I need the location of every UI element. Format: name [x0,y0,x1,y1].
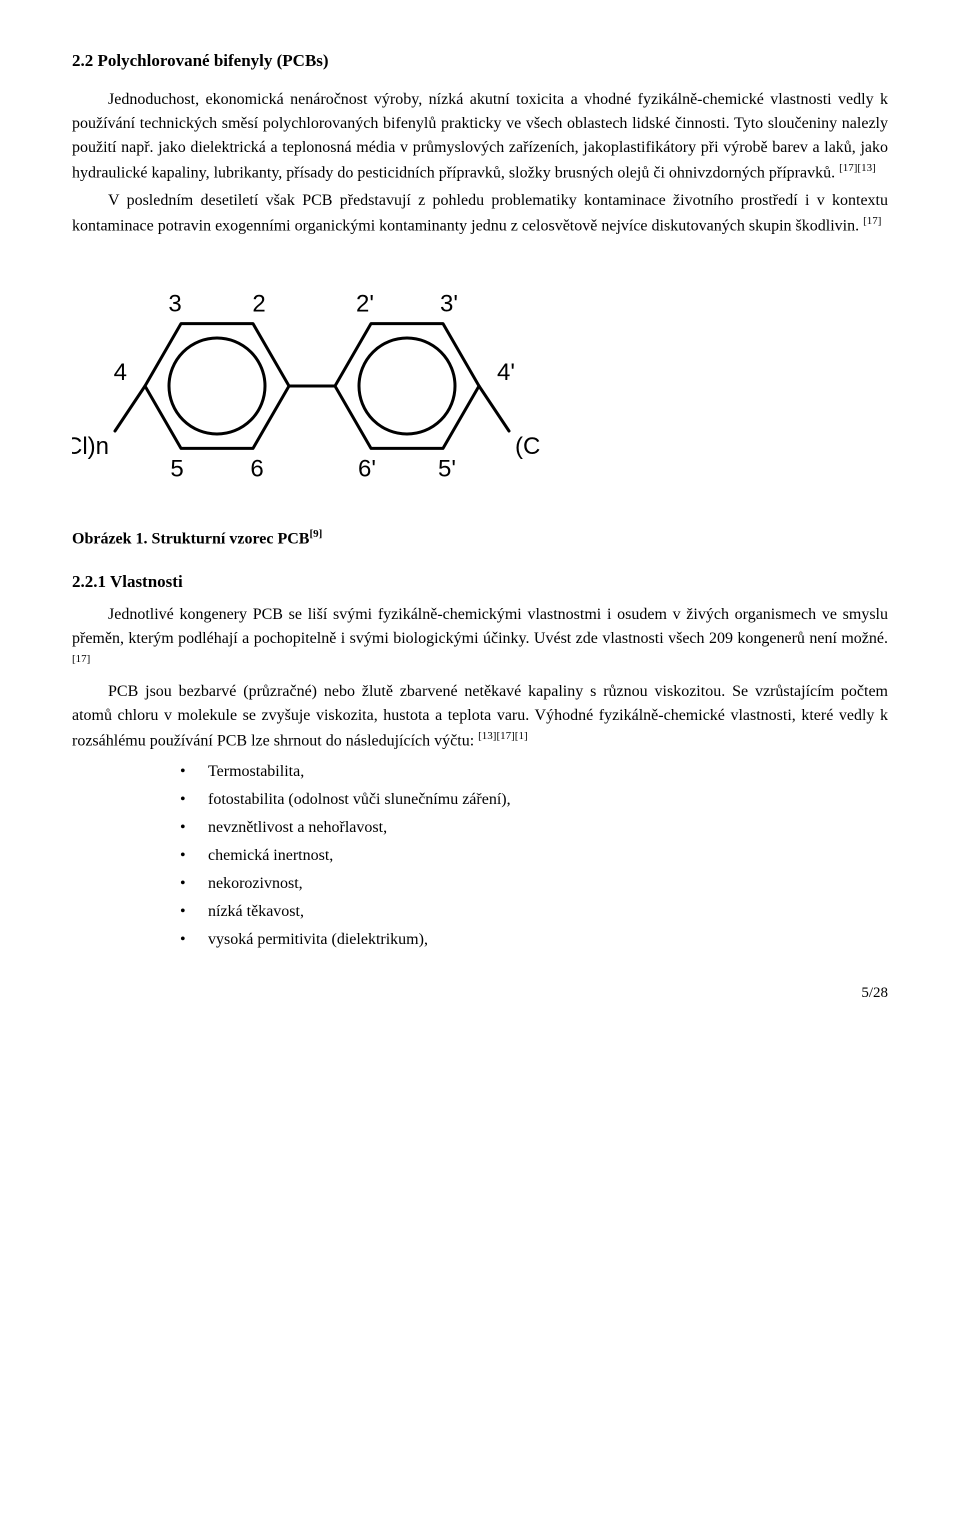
paragraph-2-citation: [17] [863,215,881,227]
paragraph-1: Jednoduchost, ekonomická nenáročnost výr… [72,88,888,185]
svg-text:2: 2 [252,291,265,318]
subsection-heading: 2.2.1 Vlastnosti [72,569,888,595]
pcb-structure-svg: 3 2 2' 3' 4 4' 5 6 6' 5' (Cl)n (Cl)n [72,256,542,506]
figure-caption-citation: [9] [309,528,322,540]
svg-text:3': 3' [440,291,458,318]
list-item: chemická inertnost, [180,844,888,868]
list-item: Termostabilita, [180,760,888,784]
list-item: nízká těkavost, [180,900,888,924]
svg-text:5': 5' [438,456,456,483]
list-item: nevznětlivost a nehořlavost, [180,816,888,840]
section-heading: 2.2 Polychlorované bifenyly (PCBs) [72,48,888,74]
svg-text:4': 4' [497,359,515,386]
properties-list: Termostabilita, fotostabilita (odolnost v… [72,760,888,952]
page-number: 5/28 [72,982,888,1005]
svg-text:2': 2' [356,291,374,318]
paragraph-4-citation: [13][17][1] [478,730,527,742]
list-item: fotostabilita (odolnost vůči slunečnímu … [180,788,888,812]
figure-caption-text: Obrázek 1. Strukturní vzorec PCB [72,530,309,547]
svg-text:6: 6 [250,456,263,483]
list-item: vysoká permitivita (dielektrikum), [180,928,888,952]
pcb-structure-figure: 3 2 2' 3' 4 4' 5 6 6' 5' (Cl)n (Cl)n [72,256,888,514]
svg-text:5: 5 [170,456,183,483]
paragraph-3: Jednotlivé kongenery PCB se liší svými f… [72,603,888,676]
paragraph-2: V posledním desetiletí však PCB představ… [72,189,888,238]
svg-text:6': 6' [358,456,376,483]
paragraph-1-citation: [17][13] [839,162,876,174]
paragraph-1-text: Jednoduchost, ekonomická nenáročnost výr… [72,91,888,181]
svg-text:(Cl)n: (Cl)n [72,433,109,460]
paragraph-2-text: V posledním desetiletí však PCB představ… [72,192,888,234]
paragraph-3-text: Jednotlivé kongenery PCB se liší svými f… [72,606,888,647]
paragraph-3-citation: [17] [72,653,90,665]
list-item: nekorozivnost, [180,872,888,896]
svg-text:(Cl)n: (Cl)n [515,433,542,460]
paragraph-4: PCB jsou bezbarvé (průzračné) nebo žlutě… [72,680,888,753]
figure-caption: Obrázek 1. Strukturní vzorec PCB[9] [72,526,888,551]
svg-text:4: 4 [114,359,127,386]
svg-text:3: 3 [168,291,181,318]
